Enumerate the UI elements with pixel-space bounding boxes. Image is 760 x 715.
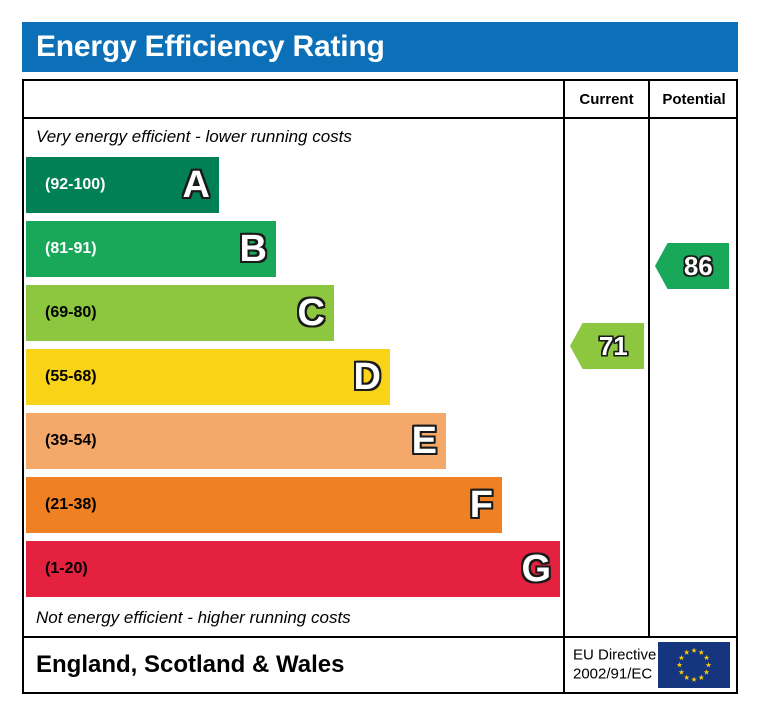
body-divider-current bbox=[563, 119, 565, 636]
column-divider-current bbox=[563, 81, 565, 117]
chart-title-bar: Energy Efficiency Rating bbox=[22, 22, 738, 72]
band-row-f: (21-38) F bbox=[26, 477, 502, 533]
band-range-f: (21-38) bbox=[45, 496, 97, 513]
band-letter-d: D bbox=[352, 356, 382, 398]
rating-table: Current Potential Very energy efficient … bbox=[22, 79, 738, 638]
chart-footer: England, Scotland & Wales EU Directive 2… bbox=[22, 638, 738, 694]
caption-inefficient: Not energy efficient - higher running co… bbox=[36, 608, 351, 627]
band-range-c: (69-80) bbox=[45, 304, 97, 321]
table-header-row: Current Potential bbox=[24, 81, 736, 119]
band-range-e: (39-54) bbox=[45, 432, 97, 449]
band-range-b: (81-91) bbox=[45, 240, 97, 257]
band-row-d: (55-68) D bbox=[26, 349, 390, 405]
column-header-potential: Potential bbox=[662, 91, 726, 108]
eu-flag-icon bbox=[658, 642, 730, 688]
band-range-a: (92-100) bbox=[45, 176, 106, 193]
column-divider-potential bbox=[648, 81, 650, 117]
footer-divider bbox=[563, 638, 565, 692]
footer-region-label: England, Scotland & Wales bbox=[36, 651, 345, 678]
column-header-current: Current bbox=[579, 91, 634, 108]
band-row-g: (1-20) G bbox=[26, 541, 560, 597]
body-divider-potential bbox=[648, 119, 650, 636]
eu-directive-line1: EU Directive bbox=[573, 646, 657, 664]
potential-rating-arrow: 86 bbox=[655, 243, 729, 289]
band-letter-b: B bbox=[238, 228, 268, 270]
page-title: Energy Efficiency Rating bbox=[36, 30, 385, 63]
band-row-c: (69-80) C bbox=[26, 285, 334, 341]
current-rating-value: 71 bbox=[598, 331, 629, 361]
energy-efficiency-rating-chart: Energy Efficiency Rating Current Potenti… bbox=[22, 22, 738, 694]
band-range-g: (1-20) bbox=[45, 560, 88, 577]
current-rating-arrow: 71 bbox=[570, 323, 644, 369]
band-letter-e: E bbox=[411, 420, 439, 462]
band-row-a: (92-100) A bbox=[26, 157, 219, 213]
eu-directive-line2: 2002/91/EC bbox=[573, 665, 653, 682]
eu-directive-label: EU Directive 2002/91/EC bbox=[573, 646, 656, 684]
band-letter-c: C bbox=[296, 292, 326, 334]
band-bars: (92-100) A (81-91) B (69-80) C (55-68) D… bbox=[26, 157, 561, 605]
band-range-d: (55-68) bbox=[45, 368, 97, 385]
caption-efficient: Very energy efficient - lower running co… bbox=[36, 127, 352, 146]
band-row-e: (39-54) E bbox=[26, 413, 446, 469]
potential-rating-value: 86 bbox=[683, 251, 714, 281]
band-letter-a: A bbox=[181, 164, 211, 206]
band-letter-f: F bbox=[469, 484, 494, 526]
band-row-b: (81-91) B bbox=[26, 221, 276, 277]
band-letter-g: G bbox=[520, 548, 552, 590]
